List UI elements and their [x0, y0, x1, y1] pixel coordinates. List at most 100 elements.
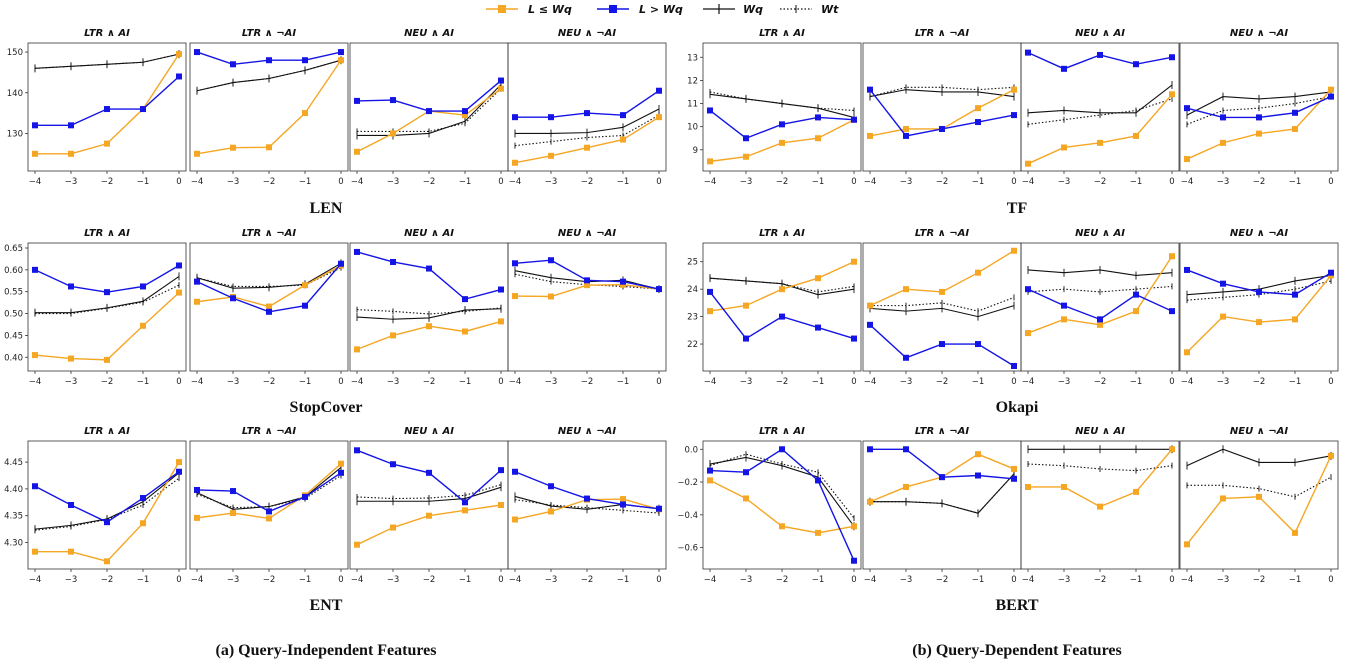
- x-tick-label: −4: [704, 377, 717, 387]
- x-tick-label: −1: [1130, 177, 1143, 187]
- series-line-wt: [356, 307, 502, 315]
- marker-gt: [176, 468, 182, 475]
- marker-gt: [548, 114, 554, 121]
- panel-frame: [1020, 42, 1180, 172]
- x-tick-label: −3: [740, 177, 753, 187]
- series-line-leq: [869, 250, 1015, 307]
- y-tick-label: 0.40: [4, 353, 23, 363]
- marker-leq: [1025, 483, 1031, 490]
- y-tick-label: 0.50: [4, 310, 23, 320]
- marker-leq: [548, 508, 554, 515]
- x-tick-label: −2: [776, 377, 789, 387]
- x-tick-label: −2: [581, 575, 594, 585]
- marker-leq: [140, 322, 146, 329]
- x-tick-label: −4: [704, 575, 717, 585]
- marker-gt: [104, 289, 110, 296]
- marker-gt: [338, 49, 344, 56]
- x-tick-label: 0: [498, 177, 503, 187]
- marker-gt: [104, 106, 110, 113]
- marker-leq: [68, 548, 74, 555]
- marker-gt: [1256, 114, 1262, 121]
- marker-gt: [743, 469, 749, 476]
- marker-leq: [1169, 253, 1175, 260]
- marker-gt: [462, 108, 468, 115]
- y-tick-label: 11: [687, 100, 698, 110]
- row-label-bert: BERT: [995, 597, 1038, 614]
- marker-leq: [266, 144, 272, 151]
- marker-gt: [390, 461, 396, 468]
- legend-item-leq: L ≤ Wq: [486, 3, 572, 16]
- x-tick-label: −4: [509, 177, 522, 187]
- marker-gt: [903, 132, 909, 139]
- y-tick-label: 24: [687, 285, 698, 295]
- marker-gt: [426, 108, 432, 115]
- y-tick-label: 0.0: [684, 445, 698, 455]
- marker-gt: [851, 116, 857, 123]
- marker-gt: [1133, 61, 1139, 68]
- y-tick-label: 0.60: [4, 266, 23, 276]
- marker-leq: [707, 158, 713, 165]
- marker-gt: [140, 283, 146, 290]
- panel-len-2: NEU ∧ AI −4 −3 −2 −1 0: [349, 28, 509, 187]
- marker-leq: [176, 289, 182, 296]
- x-tick-label: −4: [1181, 377, 1194, 387]
- row-label-tf: TF: [1007, 200, 1028, 217]
- y-tick-label: 10: [687, 123, 698, 133]
- marker-gt: [620, 501, 626, 508]
- marker-gt: [975, 341, 981, 348]
- marker-leq: [1328, 452, 1334, 459]
- panel-frame: [349, 42, 509, 172]
- marker-leq: [1011, 86, 1017, 93]
- panel-title: NEU ∧ ¬AI: [1230, 228, 1289, 239]
- marker-leq: [779, 139, 785, 146]
- marker-gt: [1097, 51, 1103, 58]
- panel-frame: [27, 440, 187, 570]
- x-tick-label: −3: [740, 575, 753, 585]
- x-tick-label: −2: [1253, 377, 1266, 387]
- x-tick-label: −2: [1253, 575, 1266, 585]
- marker-gt: [354, 97, 360, 104]
- marker-gt: [1184, 105, 1190, 112]
- x-tick-label: −4: [29, 575, 42, 585]
- marker-gt: [867, 321, 873, 328]
- marker-gt: [266, 57, 272, 64]
- x-tick-label: −3: [1058, 575, 1071, 585]
- x-tick-label: 0: [1169, 177, 1174, 187]
- marker-leq: [104, 140, 110, 147]
- marker-gt: [176, 262, 182, 269]
- x-tick-label: −4: [29, 377, 42, 387]
- marker-gt: [1097, 316, 1103, 323]
- panel-title: LTR ∧ AI: [84, 28, 130, 39]
- marker-leq: [1133, 488, 1139, 495]
- panel-stopcover-1: LTR ∧ ¬AI −4 −3 −2 −1 0: [189, 228, 349, 387]
- panel-ent-1: LTR ∧ ¬AI −4 −3 −2 −1 0: [189, 426, 349, 585]
- marker-leq: [903, 125, 909, 132]
- y-tick-label: 22: [687, 340, 698, 350]
- marker-leq: [426, 512, 432, 519]
- y-tick-label: 23: [687, 313, 698, 323]
- marker-gt: [707, 288, 713, 295]
- marker-leq: [867, 498, 873, 505]
- x-tick-label: −2: [936, 177, 949, 187]
- marker-leq: [1169, 446, 1175, 453]
- series-line-wt: [196, 267, 342, 288]
- marker-gt: [426, 265, 432, 272]
- marker-leq: [584, 282, 590, 289]
- row-label-len: LEN: [310, 200, 343, 217]
- legend-label-leq: L ≤ Wq: [528, 3, 572, 16]
- x-tick-label: −3: [65, 377, 78, 387]
- legend-label-gt: L > Wq: [639, 3, 683, 16]
- y-tick-label: 150: [7, 48, 23, 58]
- marker-gt: [68, 502, 74, 508]
- legend-label-wt: Wt: [821, 3, 839, 16]
- x-tick-label: −1: [137, 575, 150, 585]
- panel-title: LTR ∧ ¬AI: [242, 28, 296, 39]
- x-tick-label: 0: [498, 377, 503, 387]
- x-tick-label: −2: [1094, 575, 1107, 585]
- marker-leq: [390, 524, 396, 531]
- x-tick-label: −3: [65, 177, 78, 187]
- x-tick-label: −4: [1022, 575, 1035, 585]
- panel-bert-1: LTR ∧ ¬AI −4 −3 −2 −1 0: [862, 426, 1022, 585]
- panel-bert-2: NEU ∧ AI −4 −3 −2 −1 0: [1020, 426, 1180, 585]
- marker-leq: [815, 275, 821, 282]
